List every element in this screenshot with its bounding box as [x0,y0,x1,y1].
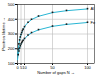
svg-text:200: 200 [8,46,15,51]
svg-text:50: 50 [50,65,55,71]
html-text:0 5: 0 5 [16,65,23,71]
svg-text:Fe: Fe [91,20,96,25]
svg-text:Number of gaps N →: Number of gaps N → [37,70,75,75]
svg-text:Al: Al [91,6,95,11]
svg-text:Positron lifetime →: Positron lifetime → [1,17,6,51]
svg-text:100: 100 [84,65,91,70]
svg-text:100: 100 [8,61,15,66]
svg-text:400: 400 [8,17,15,22]
svg-text:10: 10 [22,65,27,70]
svg-text:500: 500 [8,2,15,7]
svg-text:300: 300 [8,31,15,36]
